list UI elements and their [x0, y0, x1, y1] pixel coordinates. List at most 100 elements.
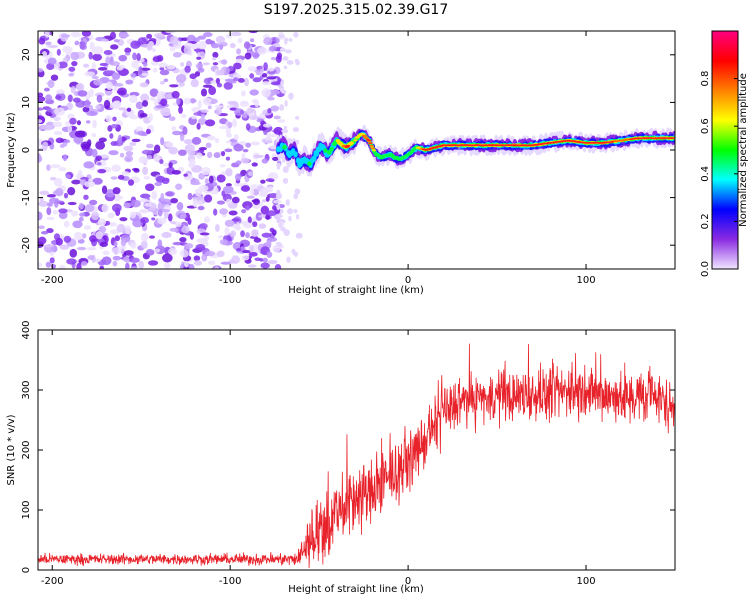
trace-mark: [349, 141, 354, 145]
snr-y-tick-label: 100: [21, 500, 32, 519]
noise-blob: [159, 80, 165, 85]
snr-x-label: Height of straight line (km): [288, 584, 424, 595]
trace-mark: [365, 138, 371, 140]
noise-blob: [261, 158, 269, 164]
noise-blob: [38, 262, 43, 268]
noise-blob: [88, 88, 95, 98]
noise-blob: [63, 220, 70, 228]
noise-blob: [151, 190, 158, 200]
noise-blob: [169, 46, 176, 52]
noise-blob: [192, 198, 198, 208]
noise-blob: [47, 79, 55, 89]
noise-blob: [225, 34, 232, 39]
snr-series-line: [38, 343, 675, 568]
noise-blob: [93, 78, 104, 86]
noise-blob: [97, 168, 107, 174]
noise-blob: [139, 217, 150, 224]
noise-blob: [253, 154, 264, 158]
noise-blob: [247, 216, 252, 224]
noise-blob: [188, 98, 197, 104]
noise-blob: [226, 133, 233, 138]
noise-blob: [232, 118, 238, 128]
noise-blob: [215, 35, 226, 44]
noise-blobs: [38, 31, 303, 269]
noise-blob: [61, 34, 71, 38]
noise-blob: [81, 233, 87, 239]
noise-blob: [89, 235, 97, 243]
noise-blob: [237, 37, 243, 44]
noise-blob: [249, 38, 255, 43]
trace-mark: [368, 142, 373, 144]
noise-blob: [46, 107, 53, 113]
noise-blob: [106, 70, 116, 74]
noise-blob: [49, 257, 55, 264]
noise-blob: [212, 62, 219, 66]
noise-blob: [72, 97, 81, 103]
noise-blob: [267, 108, 272, 114]
noise-blob: [236, 48, 241, 55]
noise-blob: [217, 235, 224, 239]
noise-blob: [109, 61, 121, 66]
noise-blob: [206, 135, 216, 141]
noise-blob: [79, 41, 86, 50]
noise-blob: [286, 256, 291, 263]
noise-blob: [38, 200, 49, 207]
noise-blob: [227, 121, 233, 129]
frequency-trace: [276, 124, 675, 177]
colorbar-tick-label: 0.4: [700, 166, 711, 182]
noise-blob: [95, 141, 106, 150]
noise-blob: [55, 95, 62, 100]
noise-blob: [172, 51, 182, 58]
noise-blob: [103, 49, 113, 55]
noise-blob: [245, 142, 252, 148]
noise-blob: [203, 234, 209, 242]
snr-series-clip: [38, 343, 675, 568]
noise-blob: [95, 155, 102, 162]
noise-blob: [228, 80, 237, 84]
noise-blob: [219, 164, 226, 168]
noise-blob: [135, 101, 144, 110]
noise-blob: [38, 153, 42, 163]
noise-blob: [162, 253, 173, 263]
noise-blob: [170, 197, 179, 204]
noise-blob: [168, 162, 173, 168]
noise-blob: [188, 263, 195, 269]
spectrogram-x-tick-label: -100: [219, 275, 242, 286]
noise-blob: [267, 260, 278, 265]
snr-y-label: SNR (10 * v/v): [6, 414, 17, 485]
noise-blob: [198, 146, 207, 151]
noise-blob: [99, 265, 105, 269]
noise-blob: [279, 87, 285, 93]
noise-blob: [202, 62, 211, 66]
noise-blob: [183, 243, 194, 249]
noise-blob: [288, 38, 293, 42]
noise-blob: [191, 115, 197, 120]
noise-blob: [183, 97, 191, 105]
noise-blob: [147, 260, 159, 266]
noise-blob: [110, 176, 118, 180]
noise-blob: [205, 142, 212, 148]
trace-mark: [327, 150, 332, 155]
noise-blob: [202, 97, 212, 104]
noise-blob: [276, 189, 281, 195]
noise-blob: [63, 139, 71, 144]
noise-blob: [137, 130, 146, 136]
noise-blob: [265, 196, 270, 202]
noise-blob: [261, 73, 268, 78]
noise-blob: [278, 34, 285, 38]
noise-blob: [179, 132, 185, 142]
noise-blob: [260, 179, 266, 184]
noise-blob: [75, 83, 83, 90]
trace-mark: [307, 161, 312, 166]
noise-blob: [84, 204, 95, 213]
noise-blob: [203, 216, 211, 223]
noise-blob: [179, 249, 189, 258]
noise-blob: [125, 79, 134, 85]
noise-blob: [252, 221, 258, 228]
noise-blob: [261, 81, 271, 86]
noise-blob: [112, 116, 117, 122]
noise-blob: [239, 101, 250, 107]
noise-blob: [252, 77, 262, 83]
noise-blob: [202, 84, 213, 88]
noise-blob: [98, 225, 107, 234]
